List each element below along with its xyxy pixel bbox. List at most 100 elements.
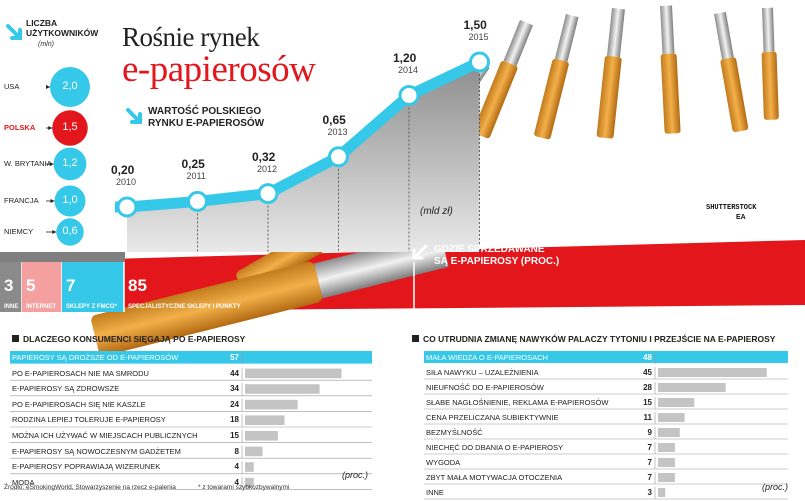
bar <box>658 443 675 452</box>
users-title-line2: użytkowników <box>26 28 99 38</box>
photo-credit-agency: EA <box>736 214 746 221</box>
leader-arrow-icon <box>50 199 55 203</box>
row-label: MOŻNA ICH UŻYWAĆ W MIEJSCACH PUBLICZNYCH <box>12 431 198 440</box>
row-value: 11 <box>643 413 652 422</box>
page-title-line1: Rośnie rynek <box>122 22 260 52</box>
obstacles-title-text: Co utrudnia zmianę nawyków palaczy tyton… <box>423 334 776 344</box>
row-value: 18 <box>230 415 239 425</box>
bar <box>658 383 726 392</box>
sales-channel-segment <box>22 262 62 312</box>
row-value: 57 <box>230 353 239 362</box>
row-label: SŁABE NAGŁOŚNIENIE, REKLAMA E-PAPIEROSÓW <box>426 398 609 407</box>
bar <box>245 431 278 441</box>
obstacles-title: Co utrudnia zmianę nawyków palaczy tyton… <box>412 334 775 344</box>
row-value: 28 <box>643 383 652 392</box>
sales-channel-segment <box>0 262 22 312</box>
bar <box>245 462 254 472</box>
row-label: BEZMYŚLNOŚĆ <box>426 428 483 437</box>
row-value: 15 <box>230 431 239 440</box>
row-label: SIŁA NAWYKU – UZALEŻNIENIA <box>426 368 539 377</box>
row-value: 15 <box>643 398 652 407</box>
country-label: POLSKA <box>4 123 36 132</box>
row-value: 34 <box>230 384 239 394</box>
bar <box>245 415 285 425</box>
reasons-title-text: Dlaczego konsumenci sięgają po e-papiero… <box>23 334 246 344</box>
users-value: 1,2 <box>62 157 78 169</box>
market-value-label: 0,32 <box>252 149 276 164</box>
market-value-label: 0,20 <box>111 163 135 177</box>
market-point <box>398 84 420 106</box>
market-point <box>469 51 490 73</box>
market-value-label: 1,20 <box>393 51 417 66</box>
users-panel-title: Liczba użytkowników <box>26 18 98 38</box>
row-label: MODA <box>12 477 35 487</box>
bar <box>658 428 680 437</box>
bar <box>658 398 695 407</box>
row-label: INNE <box>426 488 444 497</box>
row-label: ZBYT MAŁA MOTYWACJA OTOCZENIA <box>426 473 563 482</box>
row-label: E-PAPIEROSY POPRAWIAJĄ WIZERUNEK <box>12 462 161 472</box>
country-label: NIEMCY <box>4 227 34 236</box>
bar <box>658 368 767 377</box>
leader-arrow-icon <box>49 162 54 166</box>
users-value: 1,0 <box>62 194 78 206</box>
row-value: 4 <box>234 477 239 487</box>
users-value: 2,0 <box>62 80 78 92</box>
page-title-line2: e-papierosów <box>122 49 316 90</box>
bar <box>658 353 774 362</box>
market-line-chart <box>115 51 490 252</box>
market-point <box>328 146 349 168</box>
country-label: FRANCJA <box>4 196 39 205</box>
market-year-label: 2015 <box>468 32 489 42</box>
bar <box>245 477 254 488</box>
market-arrow-icon <box>126 108 142 124</box>
row-value: 48 <box>643 353 652 362</box>
users-unit: (mln) <box>38 41 54 48</box>
sales-channel-label: Sklepy z FMCG* <box>66 304 117 310</box>
market-year-label: 2014 <box>398 65 419 76</box>
leader-arrow-icon <box>52 230 57 234</box>
row-value: 24 <box>230 399 239 409</box>
row-value: 9 <box>647 428 652 437</box>
leader-arrow-icon <box>48 126 53 130</box>
sales-channel-label: Specjalistyczne sklepy i punkty <box>128 304 241 310</box>
obstacles-bar-chart <box>424 351 788 500</box>
bar <box>658 488 666 497</box>
bar <box>658 473 675 482</box>
users-value: 0,6 <box>62 225 78 237</box>
market-label-line2: rynku e-papierosów <box>148 118 265 129</box>
row-label: PO E-PAPIEROSACH SIĘ NIE KASZLE <box>12 399 146 409</box>
leader-arrow-icon <box>46 85 50 89</box>
photo-credit: SHUTTERSTOCK <box>706 204 757 212</box>
where-label-line2: są e-papierosy (proc.) <box>434 256 560 267</box>
bar <box>245 399 298 410</box>
where-label-line1: Gdzie sprzedawane <box>434 244 545 255</box>
row-value: 3 <box>647 488 652 497</box>
bar <box>245 384 320 394</box>
sales-channel-value: 85 <box>128 276 147 295</box>
market-label-line1: Wartość polskiego <box>148 106 262 117</box>
market-point <box>116 196 138 218</box>
sales-channel-label: Inne <box>4 304 19 310</box>
sales-channel-value: 3 <box>4 276 14 295</box>
row-label: RODZINA LEPIEJ TOLERUJE E-PAPIEROSY <box>12 415 166 425</box>
row-value: 44 <box>230 368 239 378</box>
users-bubble <box>50 67 90 107</box>
sales-channel-value: 7 <box>66 276 76 295</box>
market-unit-label: (mld zł) <box>420 206 453 217</box>
bullet-square-icon <box>412 335 419 342</box>
market-year-label: 2013 <box>327 126 348 137</box>
market-value-label: Wartość polskiego rynku e-papierosów <box>148 106 264 130</box>
footer-source: Źródło: eSmokingWorld, Stowarzyszenie na… <box>4 484 176 491</box>
row-value: 7 <box>647 458 652 467</box>
bullet-square-icon <box>12 335 19 342</box>
users-bubble <box>56 218 84 246</box>
reasons-bar-chart <box>10 351 372 490</box>
sales-band-shadow <box>0 252 125 262</box>
row-label: PO E-PAPIEROSACH NIE MA SMRODU <box>12 368 149 378</box>
sales-arrow-icon <box>412 244 428 260</box>
row-value: 7 <box>647 473 652 482</box>
sales-channel-segment <box>62 262 124 312</box>
sales-channel-value: 5 <box>26 276 36 295</box>
row-label: E-PAPIEROSY SĄ ZDROWSZE <box>12 384 120 394</box>
